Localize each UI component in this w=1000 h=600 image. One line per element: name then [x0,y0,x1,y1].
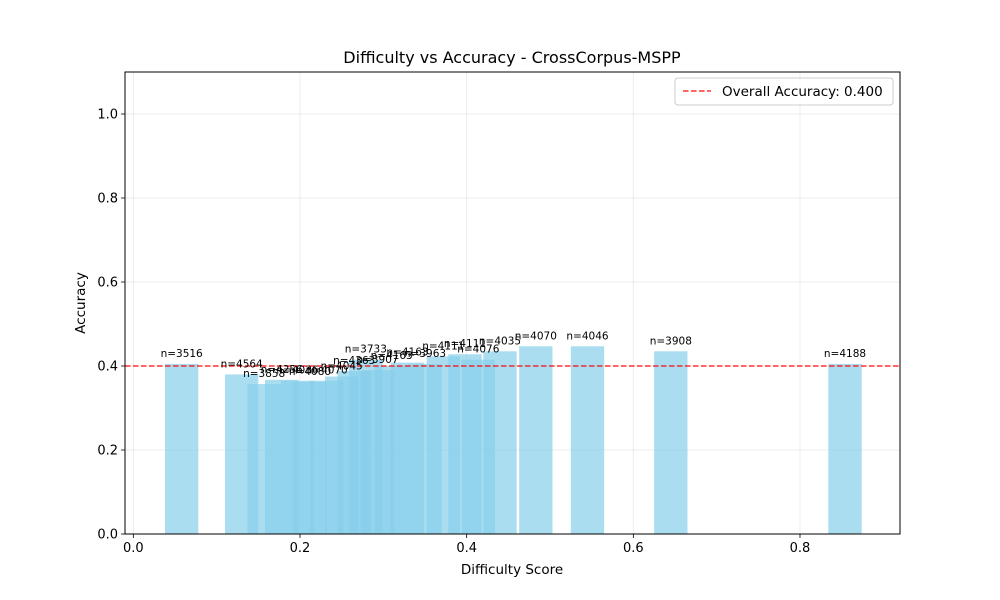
bar-count-label: n=3858 [243,368,285,380]
y-tick-label: 0.4 [97,360,118,375]
bar-count-label: n=4076 [457,344,499,356]
bar [570,346,605,534]
bar-count-label: n=4163 [386,347,428,359]
x-tick-label: 0.0 [123,541,144,556]
x-tick-label: 0.8 [790,541,811,556]
bar-count-label: n=4036 [276,365,318,377]
bar-count-label: n=3516 [161,348,203,360]
bar-count-label: n=4111 [444,338,486,350]
bar-count-label: n=4070 [515,330,557,342]
bar-count-label: n=3907 [356,354,398,366]
bar-labels: n=3516n=4564n=3858n=4256n=4036n=4080n=40… [161,330,867,380]
bar-count-label: n=4188 [824,348,866,360]
chart-title: Difficulty vs Accuracy - CrossCorpus-MSP… [343,48,681,67]
bar-count-label: n=3963 [404,348,446,360]
bar [165,363,199,534]
y-tick-label: 0.2 [97,444,118,459]
bar [828,363,862,534]
legend-box [674,77,894,106]
y-tick-label: 0.0 [97,528,118,543]
bar [654,351,688,534]
x-axis-title: Difficulty Score [461,562,563,578]
plot-frame [124,71,901,535]
bar-count-label: n=4080 [289,366,331,378]
bar-count-label: n=4045 [321,361,363,373]
x-tick-label: 0.2 [290,541,311,556]
y-tick-label: 1.0 [97,108,118,123]
bar-count-label: n=4564 [221,358,263,370]
x-tick-label: 0.6 [623,541,644,556]
y-tick-label: 0.8 [97,192,118,207]
bar-count-label: n=4163 [371,350,413,362]
bar-count-label: n=3733 [345,344,387,356]
bar-count-label: n=4046 [566,330,608,342]
bars [165,346,862,534]
x-tick-label: 0.4 [456,541,477,556]
y-axis-title: Accuracy [73,272,89,334]
bar-count-label: n=4256 [261,364,303,376]
bar-count-label: n=4070 [306,365,348,377]
legend-label: Overall Accuracy: 0.400 [722,84,883,100]
bar [483,351,517,534]
legend: Overall Accuracy: 0.400 [674,77,894,106]
bar [519,346,553,534]
y-axis-ticks: 0.0 0.2 0.4 0.6 0.8 1.0 [97,108,125,543]
bar-count-label: n=4111 [422,340,464,352]
bar-count-label: n=3908 [650,335,692,347]
x-axis-ticks: 0.0 0.2 0.4 0.6 0.8 [123,534,810,556]
y-tick-label: 0.6 [97,276,118,291]
bar-count-label: n=4035 [479,335,521,347]
bar-count-label: n=4363 [333,355,375,367]
